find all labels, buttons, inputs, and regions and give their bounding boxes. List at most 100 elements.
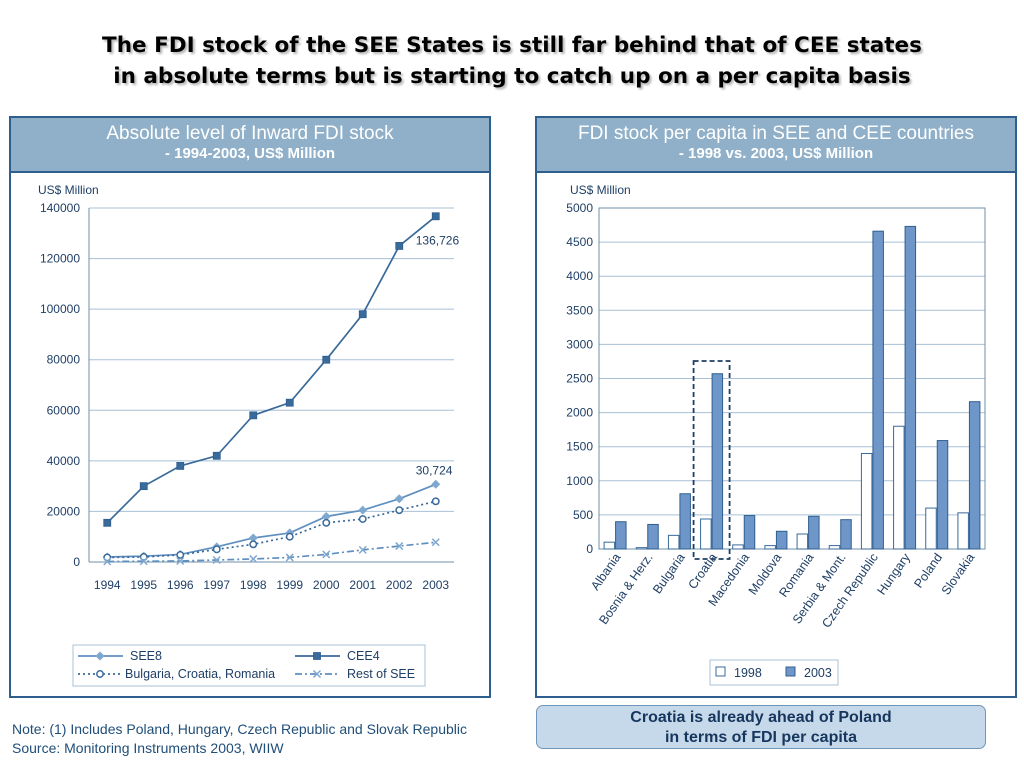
bar-chart-subtitle: - 1998 vs. 2003, US$ Million	[678, 145, 874, 162]
line-chart-legend	[72, 644, 426, 687]
bar-chart-y-tick-label: 500	[573, 508, 593, 522]
bar-chart-category-label: Hungary	[874, 550, 913, 597]
line-chart-x-tick-label: 1996	[167, 578, 194, 592]
line-chart-x-tick-label: 1995	[130, 578, 157, 592]
line-chart-y-tick-label: 0	[73, 555, 80, 569]
line-point	[395, 506, 404, 515]
line-chart-y-tick-label: 60000	[47, 403, 81, 417]
legend-swatch	[715, 666, 726, 677]
bar-2003	[743, 515, 756, 550]
bar-1998	[732, 544, 744, 550]
bar-2003	[904, 225, 917, 550]
line-point	[139, 552, 148, 561]
callout-line-1: Croatia is already ahead of Poland	[630, 709, 892, 726]
line-point	[358, 310, 367, 319]
line-point	[249, 554, 258, 563]
bar-chart-category-label: Poland	[911, 551, 945, 591]
bar-1998	[957, 512, 969, 550]
line-point	[212, 451, 221, 460]
bar-2003	[711, 373, 724, 550]
bar-2003	[647, 523, 659, 550]
line-point	[285, 553, 294, 562]
bar-2003	[615, 521, 627, 550]
bar-chart-y-tick-label: 1000	[566, 474, 593, 488]
legend-label: CEE4	[347, 649, 380, 663]
line-chart-y-tick-label: 20000	[47, 504, 81, 518]
bar-chart-y-tick-label: 3000	[566, 337, 593, 351]
line-chart-y-tick-label: 80000	[47, 353, 81, 367]
bar-chart-plot-area	[598, 207, 986, 550]
bar-chart-y-tick-label: 4000	[566, 269, 593, 283]
callout-line-2: in terms of FDI per capita	[664, 729, 858, 746]
line-point	[322, 550, 331, 559]
line-chart-x-tick-label: 2003	[422, 578, 449, 592]
bar-1998	[828, 545, 841, 550]
line-series-cee4	[106, 215, 437, 524]
line-point	[285, 532, 294, 541]
line-point	[358, 545, 367, 554]
bar-chart-y-axis-label: US$ Million	[570, 183, 631, 197]
line-point	[431, 497, 440, 506]
line-series-see8	[107, 483, 437, 558]
bar-1998	[635, 547, 648, 550]
bar-chart-panel: FDI stock per capita in SEE and CEE coun…	[535, 116, 1017, 698]
legend-marker	[95, 651, 105, 661]
line-point	[176, 462, 185, 470]
line-chart-x-tick-label: 1999	[276, 578, 303, 592]
line-chart-x-tick-label: 1994	[94, 578, 121, 592]
bar-chart-y-tick-label: 5000	[566, 201, 593, 215]
line-chart-x-tick-label: 2000	[313, 578, 340, 592]
legend-swatch	[785, 666, 796, 677]
line-point	[358, 515, 367, 523]
bar-chart-y-tick-label: 1500	[566, 440, 593, 454]
bar-chart-title: FDI stock per capita in SEE and CEE coun…	[577, 123, 974, 144]
bar-2003	[840, 519, 852, 550]
line-chart-data-label: 136,726	[416, 233, 460, 247]
bar-2003	[775, 530, 788, 550]
bar-chart-y-tick-label: 0	[586, 542, 593, 556]
bar-chart-category-label: Slovakia	[939, 551, 978, 598]
line-point	[431, 212, 440, 221]
bar-1998	[925, 507, 937, 550]
line-point	[176, 550, 185, 559]
line-chart-y-tick-label: 40000	[47, 454, 81, 468]
line-chart-x-tick-label: 2001	[349, 578, 376, 592]
line-point	[431, 538, 440, 547]
bar-chart-y-tick-label: 4500	[566, 235, 593, 249]
bar-2003	[968, 401, 981, 550]
footnote-note: Note: (1) Includes Poland, Hungary, Czec…	[12, 721, 467, 737]
bar-2003	[679, 493, 691, 550]
legend-marker	[313, 652, 321, 660]
line-point	[176, 556, 185, 566]
line-point	[139, 482, 148, 491]
line-point	[322, 518, 331, 527]
line-chart-y-tick-label: 100000	[40, 302, 80, 316]
bar-chart-category-label: Bulgaria	[650, 551, 688, 597]
bar-chart-category-label: Croatia	[685, 551, 720, 592]
line-chart-x-tick-label: 1998	[240, 578, 267, 592]
line-point	[248, 533, 258, 543]
slide-title: The FDI stock of the SEE States is still…	[0, 30, 1024, 92]
line-chart-subtitle: - 1994-2003, US$ Million	[164, 145, 336, 162]
line-point	[431, 479, 441, 489]
bar-chart-y-tick-label: 3500	[566, 303, 593, 317]
line-series-bulgaria-croatia-romania	[107, 500, 436, 559]
line-chart-y-tick-label: 120000	[40, 252, 80, 266]
footnote-source: Source: Monitoring Instruments 2003, WII…	[12, 740, 284, 756]
bar-chart-legend	[709, 659, 839, 686]
line-chart-title: Absolute level of Inward FDI stock	[106, 123, 394, 144]
bar-1998	[764, 545, 776, 550]
bar-1998	[603, 541, 616, 550]
bar-chart-y-tick-label: 2500	[566, 372, 593, 386]
line-point	[212, 555, 221, 565]
legend-marker	[312, 669, 322, 679]
slide-title-line-2: in absolute terms but is starting to cat…	[113, 64, 911, 89]
line-point	[322, 355, 331, 364]
line-point	[139, 557, 148, 566]
legend-label: Rest of SEE	[347, 667, 415, 681]
line-chart-x-tick-label: 2002	[386, 578, 413, 592]
bar-1998	[796, 533, 809, 550]
legend-label: SEE8	[130, 649, 162, 663]
croatia-highlight-box	[692, 360, 731, 560]
